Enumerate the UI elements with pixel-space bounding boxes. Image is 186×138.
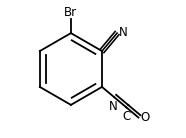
Text: O: O bbox=[141, 111, 150, 124]
Text: Br: Br bbox=[64, 6, 78, 19]
Text: N: N bbox=[108, 100, 117, 113]
Text: N: N bbox=[119, 26, 128, 39]
Text: C: C bbox=[123, 110, 131, 123]
